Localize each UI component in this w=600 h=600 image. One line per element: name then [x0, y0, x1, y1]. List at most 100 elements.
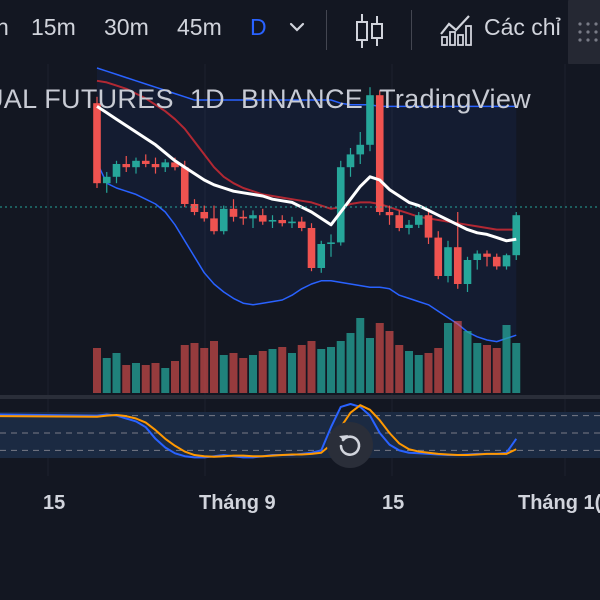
volume-bar: [502, 325, 511, 393]
volume-bar: [132, 363, 140, 393]
volume-bar: [141, 365, 150, 393]
volume-bar: [405, 351, 413, 393]
volume-bar: [356, 318, 365, 393]
toolbar-divider: [326, 10, 327, 50]
chart-grid: [47, 64, 566, 476]
chart-legend[interactable]: UAL FUTURES 1D BINANCE TradingView: [0, 84, 547, 115]
top-toolbar: n 15m 30m 45m D Các chỉ: [0, 0, 600, 68]
volume-bar: [278, 347, 287, 393]
candle-body: [512, 215, 521, 256]
timeframe-button-daily[interactable]: D: [250, 14, 267, 40]
candle-body: [424, 215, 433, 238]
volume-bar: [219, 355, 228, 393]
candle-body: [171, 162, 179, 168]
volume-bar: [122, 365, 131, 393]
volume-bar: [424, 353, 433, 393]
legend-source: TradingView: [379, 84, 531, 114]
volume-bar: [239, 358, 248, 393]
volume-bar: [463, 331, 472, 393]
candle-body: [414, 215, 423, 225]
timeframe-button-45m[interactable]: 45m: [177, 14, 222, 40]
volume-bar: [229, 353, 238, 393]
candle-body: [210, 218, 218, 232]
legend-symbol: UAL FUTURES: [0, 84, 174, 114]
candlestick-chart-type-icon[interactable]: [352, 12, 386, 55]
stochastic-d-line: [0, 404, 517, 458]
volume-bar: [395, 345, 404, 393]
candle-body: [444, 247, 452, 276]
volume-bar: [151, 363, 160, 393]
volume-bar: [307, 341, 316, 393]
candle-body: [229, 208, 238, 217]
candle-body: [268, 220, 277, 222]
candle-body: [346, 154, 355, 168]
candle-body: [434, 237, 443, 276]
candle-body: [356, 144, 365, 155]
volume-bar: [366, 338, 374, 393]
floating-menu-handle[interactable]: [568, 0, 600, 68]
indicators-button-label[interactable]: Các chỉ: [484, 14, 561, 40]
candle-body: [239, 216, 248, 219]
candle-body: [453, 247, 462, 284]
candle-body: [317, 244, 326, 268]
bollinger-band-fill: [97, 68, 517, 342]
volume-bar: [161, 368, 170, 393]
candle-body: [395, 215, 404, 228]
bollinger-lower-line: [96, 162, 517, 343]
volume-bar: [190, 343, 199, 393]
candle-body: [151, 164, 160, 168]
candle-body: [141, 160, 150, 164]
candle-body: [190, 204, 199, 212]
x-axis-label: 15: [382, 492, 405, 514]
timeframe-dropdown-chevron-icon[interactable]: [288, 18, 306, 41]
x-axis-label: Tháng 1(: [518, 492, 600, 514]
candle-body: [249, 215, 257, 219]
candle-body: [93, 103, 101, 184]
candle-body: [492, 256, 501, 267]
volume-bar: [93, 348, 101, 393]
volume-bar: [268, 349, 277, 393]
volume-bar: [210, 341, 218, 393]
volume-bar: [171, 361, 179, 393]
legend-exchange: BINANCE: [240, 84, 364, 114]
candle-body: [385, 212, 394, 216]
volume-bar: [346, 333, 355, 393]
x-axis-label: 15: [43, 492, 66, 514]
candle-body: [327, 242, 335, 244]
candle-body: [219, 208, 228, 232]
price-chart[interactable]: [0, 64, 600, 600]
volume-bar: [200, 348, 209, 393]
candle-body: [502, 255, 511, 267]
candle-body: [102, 176, 111, 184]
volume-bar: [249, 355, 257, 393]
moving-average-line: [96, 105, 517, 243]
candle-body: [288, 221, 296, 224]
indicators-icon[interactable]: [438, 10, 474, 53]
candle-body: [336, 167, 345, 243]
volume-bar: [297, 345, 306, 393]
candle-body: [307, 228, 316, 268]
candle-body: [258, 215, 267, 222]
candle-body: [405, 224, 413, 228]
timeframe-button-30m[interactable]: 30m: [104, 14, 149, 40]
volume-bar: [258, 351, 267, 393]
volume-bar: [375, 323, 384, 393]
candle-body: [483, 253, 491, 257]
candle-body: [200, 212, 209, 219]
reset-icon: [339, 435, 361, 456]
volume-bar: [444, 323, 452, 393]
timeframe-button-15m[interactable]: 15m: [31, 14, 76, 40]
candle-body: [463, 260, 472, 284]
volume-bar: [512, 343, 521, 393]
candle-body: [366, 95, 374, 145]
candle-body: [161, 162, 170, 168]
reset-chart-button[interactable]: [327, 422, 373, 468]
volume-bar: [288, 353, 296, 393]
volume-bar: [317, 349, 326, 393]
candle-body: [473, 253, 482, 260]
timeframe-button-prev[interactable]: n: [0, 14, 9, 40]
candle-body: [278, 220, 287, 224]
volume-bar: [483, 345, 491, 393]
legend-interval: 1D: [189, 84, 225, 114]
pane-separator[interactable]: [0, 395, 600, 399]
